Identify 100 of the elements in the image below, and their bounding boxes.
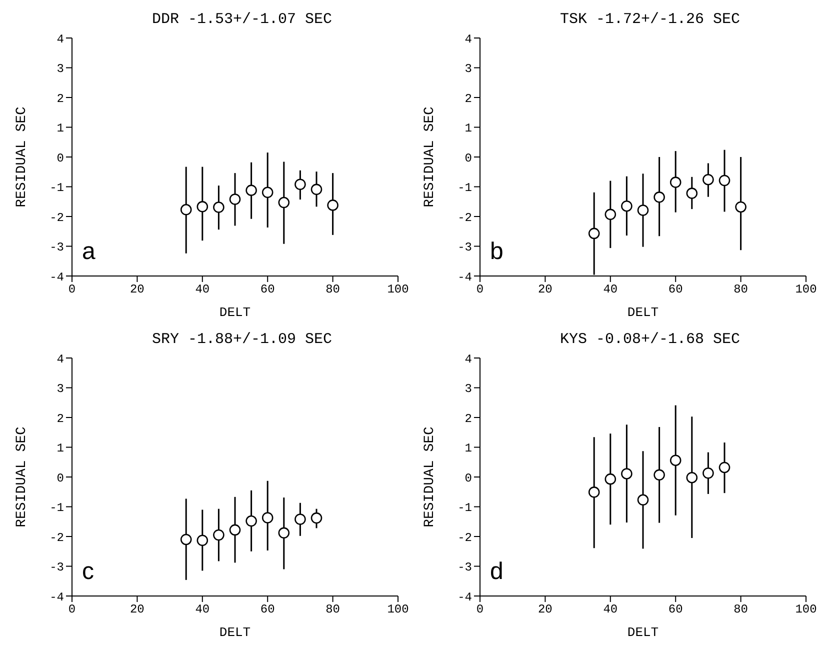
y-tick-label: 2: [56, 412, 64, 426]
y-tick-label: -4: [458, 590, 472, 604]
point: [180, 204, 192, 216]
y-tick-label: 0: [464, 471, 472, 486]
x-tick-label: 0: [68, 282, 76, 297]
y-tick-label: -1: [458, 501, 472, 516]
point: [637, 494, 649, 506]
point: [686, 188, 698, 199]
y-tick-label: 3: [56, 382, 64, 396]
point: [702, 174, 714, 186]
y-tick-label: 0: [464, 151, 472, 166]
point: [294, 514, 306, 525]
point: [327, 200, 338, 211]
x-tick-label: 60: [260, 602, 275, 617]
x-tick-label: 40: [195, 282, 210, 297]
point: [588, 228, 600, 240]
point: [670, 176, 682, 188]
point: [229, 194, 241, 205]
y-tick-label: 3: [56, 62, 64, 76]
y-tick-label: 2: [464, 412, 472, 426]
x-tick-label: 40: [195, 602, 210, 617]
y-tick-label: -4: [50, 270, 64, 284]
point: [670, 454, 682, 466]
x-tick-label: 60: [260, 282, 275, 297]
point: [213, 202, 224, 213]
x-tick-label: 0: [68, 602, 76, 617]
x-tick-label: 80: [326, 602, 340, 617]
y-tick-label: 4: [56, 352, 64, 366]
y-tick-label: -3: [50, 240, 64, 255]
x-tick-label: 0: [476, 282, 484, 297]
y-tick-label: -4: [458, 270, 472, 284]
chart-title: TSK -1.72+/-1.26 SEC: [558, 10, 742, 30]
y-tick-label: 1: [56, 122, 64, 136]
point: [246, 515, 257, 527]
point: [310, 184, 322, 196]
y-tick-label: -2: [458, 530, 472, 545]
x-axis-title: DELT: [627, 625, 659, 640]
x-axis-title: DELT: [627, 305, 659, 320]
y-tick-label: -1: [50, 181, 64, 196]
y-tick-label: -1: [458, 181, 472, 196]
point: [637, 204, 649, 216]
point: [621, 468, 632, 480]
point: [654, 192, 665, 203]
y-tick-label: 1: [464, 442, 472, 456]
x-tick-label: 40: [603, 282, 618, 297]
y-axis-title: RESIDUAL SEC: [422, 426, 438, 528]
x-tick-label: 20: [538, 282, 552, 297]
y-tick-label: -1: [50, 501, 64, 516]
y-tick-label: 4: [56, 32, 64, 46]
x-tick-label: 20: [538, 602, 552, 617]
point: [180, 534, 192, 546]
y-tick-label: 3: [464, 382, 472, 396]
point: [262, 512, 274, 524]
point: [229, 524, 241, 536]
point: [278, 527, 290, 539]
y-axis-title: RESIDUAL SEC: [14, 426, 30, 528]
x-tick-label: 20: [130, 282, 144, 297]
y-tick-label: -3: [458, 560, 472, 575]
y-tick-label: 4: [464, 32, 472, 46]
x-tick-label: 20: [130, 602, 144, 617]
point: [718, 174, 730, 186]
point: [604, 208, 616, 220]
point: [246, 184, 257, 196]
point: [735, 201, 746, 213]
point: [718, 462, 730, 474]
x-tick-label: 100: [795, 602, 817, 617]
x-tick-label: 100: [387, 282, 409, 297]
point: [686, 472, 698, 484]
annotation: b: [490, 238, 504, 266]
y-tick-label: 1: [56, 442, 64, 456]
x-tick-label: 80: [326, 282, 340, 297]
x-tick-label: 40: [603, 602, 618, 617]
y-tick-label: -2: [50, 210, 64, 225]
point: [588, 486, 600, 498]
point: [310, 512, 322, 524]
y-tick-label: -3: [458, 240, 472, 255]
y-tick-label: -4: [50, 590, 64, 604]
point: [294, 178, 306, 190]
x-axis-title: DELT: [219, 625, 251, 640]
y-tick-label: 4: [464, 352, 472, 366]
y-axis-title: RESIDUAL SEC: [422, 106, 438, 208]
x-tick-label: 100: [795, 282, 817, 297]
point: [604, 473, 616, 485]
annotation: c: [82, 558, 94, 586]
y-tick-label: -2: [50, 530, 64, 545]
point: [654, 469, 665, 481]
x-axis-title: DELT: [219, 305, 251, 320]
x-tick-label: 80: [734, 602, 748, 617]
x-tick-label: 60: [668, 282, 683, 297]
point: [196, 534, 208, 546]
x-tick-label: 60: [668, 602, 683, 617]
y-tick-label: 0: [56, 471, 64, 486]
point: [196, 201, 208, 212]
x-tick-label: 80: [734, 282, 748, 297]
point: [262, 186, 274, 198]
y-tick-label: 1: [464, 122, 472, 136]
point: [621, 200, 632, 212]
chart-title: SRY -1.88+/-1.09 SEC: [150, 330, 334, 350]
x-tick-label: 100: [387, 602, 409, 617]
point: [702, 467, 714, 479]
